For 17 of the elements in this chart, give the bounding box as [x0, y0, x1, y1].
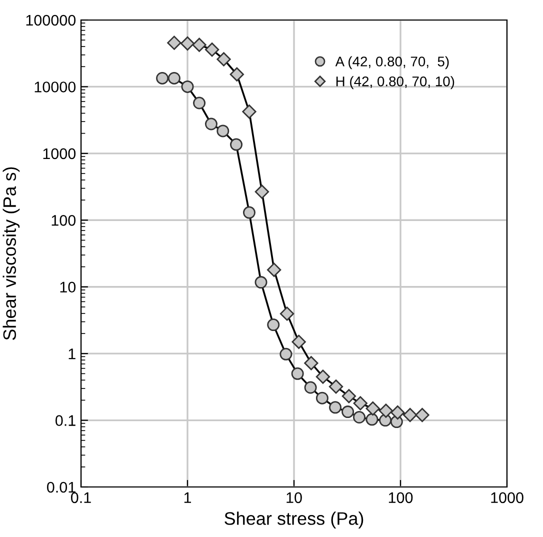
x-tick-label: 1000 [491, 492, 524, 504]
y-tick-label: 1000 [43, 148, 76, 160]
y-tick-label: 100 [52, 215, 76, 226]
x-tick-label: 1 [184, 492, 192, 503]
y-tick-label: 0.01 [47, 482, 76, 493]
x-tick-label: 10 [286, 492, 302, 504]
y-axis-title: Shear viscosity (Pa s) [2, 167, 20, 340]
legend-label: A (42, 0.80, 70, 5) [335, 56, 449, 70]
y-tick-label: 1 [68, 348, 76, 360]
x-tick-label: 0.1 [70, 492, 91, 504]
y-tick-label: 10 [60, 282, 76, 293]
y-tick-label: 10000 [34, 82, 76, 92]
legend-label: H (42, 0.80, 70, 10) [336, 76, 454, 90]
x-tick-label: 100 [388, 492, 413, 504]
y-tick-label: 0.1 [56, 415, 76, 426]
x-axis-title: Shear stress (Pa) [224, 512, 364, 528]
y-tick-label: 100000 [26, 14, 76, 26]
